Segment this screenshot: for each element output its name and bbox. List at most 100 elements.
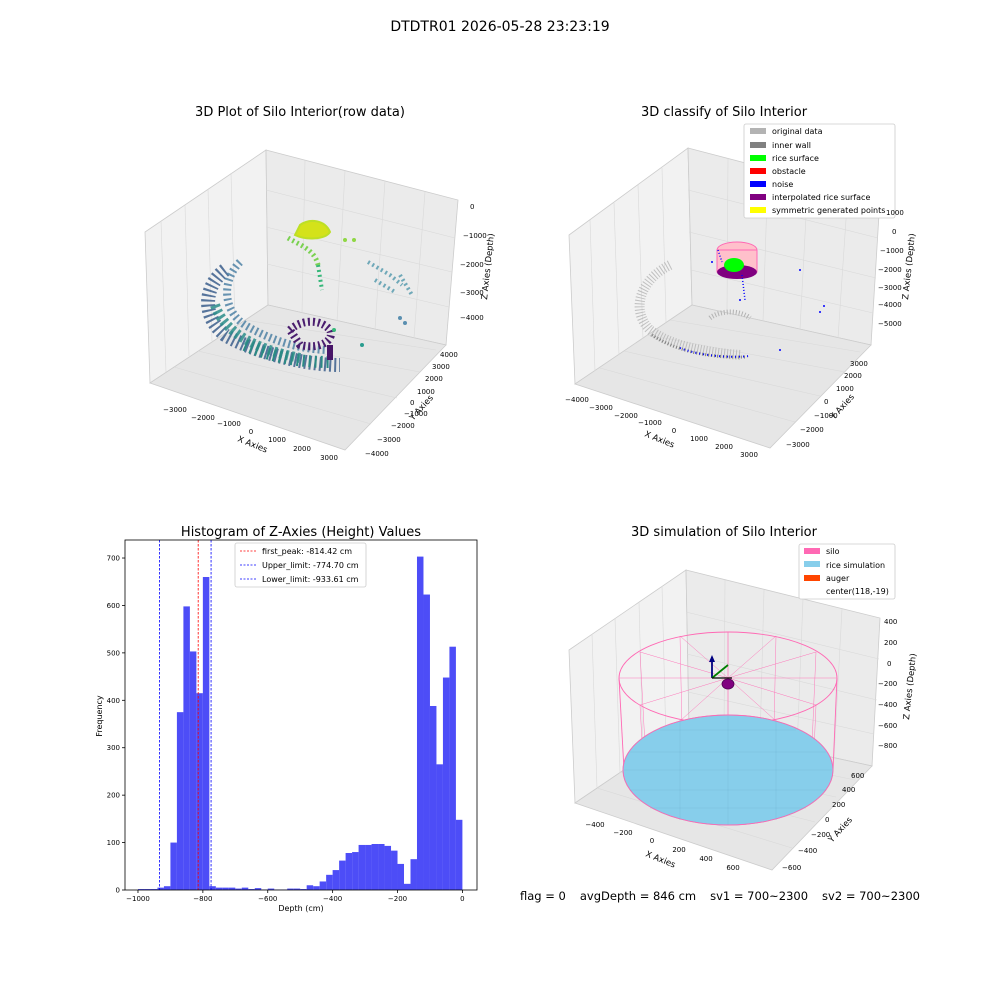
svg-text:−1000: −1000 (463, 232, 487, 240)
histogram-x-tick-label-2: −600 (258, 895, 277, 903)
legend-obstacle: obstacle (772, 167, 806, 176)
plot-3d-raw-zlabel: Z Axies (Depth) (480, 233, 497, 300)
histogram-y-tick-label-3: 300 (107, 744, 120, 752)
svg-text:0: 0 (824, 398, 828, 406)
svg-text:−600: −600 (878, 722, 897, 730)
svg-text:3000: 3000 (432, 363, 450, 371)
histogram-vlines (159, 540, 212, 890)
histogram-y-tick-label-4: 400 (107, 697, 120, 705)
plot-3d-simulation: 3D simulation of Silo Interior (568, 525, 919, 872)
svg-text:200: 200 (832, 801, 845, 809)
plot-3d-simulation-ylabel: Y Axies (826, 815, 855, 846)
legend-upper-limit: Upper_limit: -774.70 cm (262, 561, 359, 570)
svg-text:−200: −200 (613, 829, 632, 837)
svg-text:−400: −400 (798, 847, 817, 855)
histogram-bar-37 (378, 843, 385, 890)
svg-text:−800: −800 (878, 742, 897, 750)
histogram-bar-8 (189, 651, 197, 890)
figure-title: DTDTR01 2026-05-28 23:23:19 (390, 19, 609, 35)
svg-text:1000: 1000 (836, 385, 854, 393)
plot-3d-raw-ylabel: Y Axies (407, 393, 436, 424)
plot-3d-simulation-legend: silo rice simulation auger center(118,-1… (798, 543, 896, 600)
svg-text:0: 0 (470, 203, 474, 211)
histogram-bar-14 (228, 887, 236, 890)
svg-text:−3000: −3000 (878, 284, 902, 292)
plot-3d-classify-title: 3D classify of Silo Interior (641, 105, 808, 120)
histogram-bar-34 (358, 844, 366, 890)
histogram-bar-33 (352, 852, 359, 890)
svg-text:−200: −200 (811, 831, 830, 839)
histogram-bars (137, 556, 463, 890)
histogram-bar-46 (436, 764, 443, 890)
histogram-bar-29 (326, 874, 333, 890)
svg-text:−2000: −2000 (614, 412, 638, 420)
histogram-bar-38 (384, 845, 392, 890)
histogram-bar-0 (137, 889, 145, 890)
svg-text:−600: −600 (782, 864, 801, 872)
plot-3d-raw: 3D Plot of Silo Interior(row data) (144, 105, 497, 462)
plot-3d-raw-points (201, 219, 414, 372)
svg-text:1000: 1000 (268, 436, 286, 444)
svg-text:−4000: −4000 (878, 301, 902, 309)
histogram-bar-47 (442, 677, 450, 890)
svg-text:0: 0 (887, 660, 891, 668)
legend-lower-limit: Lower_limit: -933.61 cm (262, 575, 359, 584)
histogram-bar-35 (365, 844, 372, 890)
svg-text:0: 0 (650, 837, 654, 845)
svg-text:−400: −400 (878, 701, 897, 709)
histogram-bar-44 (423, 594, 430, 890)
legend-original-data: original data (772, 127, 823, 136)
histogram-ylabel: Frequency (95, 695, 104, 737)
histogram-y-tick-label-5: 500 (107, 649, 120, 657)
histogram-bar-4 (163, 886, 171, 890)
svg-text:200: 200 (672, 846, 685, 854)
histogram-y-tick-label-1: 100 (107, 839, 120, 847)
svg-text:−1000: −1000 (814, 412, 838, 420)
histogram-bar-27 (313, 886, 320, 890)
histogram-bar-39 (391, 850, 398, 890)
histogram-bar-9 (196, 693, 203, 890)
svg-text:−5000: −5000 (878, 320, 902, 328)
histogram-legend: first_peak: -814.42 cm Upper_limit: -774… (234, 542, 367, 588)
svg-text:−2000: −2000 (191, 414, 215, 422)
histogram-bar-28 (319, 881, 327, 890)
histogram-title: Histogram of Z-Axies (Height) Values (181, 525, 421, 540)
svg-text:−3000: −3000 (460, 289, 484, 297)
legend-interpolated-rice-surface: interpolated rice surface (772, 193, 870, 202)
svg-text:−400: −400 (585, 821, 604, 829)
svg-text:−3000: −3000 (163, 406, 187, 414)
histogram-bar-42 (410, 859, 417, 890)
histogram-bar-23 (287, 888, 294, 890)
svg-text:−1000: −1000 (404, 410, 428, 418)
histogram-x-tick-label-3: −400 (323, 895, 342, 903)
svg-text:3000: 3000 (740, 451, 758, 459)
histogram-bar-25 (300, 889, 307, 890)
sv1-text: sv1 = 700~2300 (710, 889, 809, 903)
histogram-bar-3 (157, 887, 164, 890)
histogram-bar-36 (371, 843, 379, 890)
histogram-x-tick-label-5: 0 (460, 895, 464, 903)
histogram-y-tick-label-6: 600 (107, 602, 120, 610)
histogram-bar-41 (404, 883, 411, 890)
histogram-bar-18 (254, 888, 262, 890)
histogram-bar-20 (267, 888, 275, 890)
histogram-frame (124, 539, 478, 891)
histogram: Histogram of Z-Axies (Height) Values −10… (95, 525, 478, 913)
avg-depth-text: avgDepth = 846 cm (579, 889, 697, 903)
plot-3d-classify-points (634, 241, 825, 360)
plot-3d-classify: 3D classify of Silo Interior (565, 105, 918, 459)
histogram-bar-16 (241, 887, 249, 890)
histogram-x-tick-label-0: −1000 (126, 895, 150, 903)
plot-3d-raw-xlabel: X Axies (236, 435, 269, 456)
svg-text:−3000: −3000 (589, 404, 613, 412)
histogram-bar-40 (397, 863, 405, 890)
svg-text:0: 0 (410, 399, 414, 407)
histogram-bar-17 (248, 889, 255, 890)
plot-3d-classify-ylabel: Y Axies (828, 392, 857, 423)
legend-inner-wall: inner wall (772, 141, 811, 150)
svg-text:−3000: −3000 (786, 441, 810, 449)
svg-text:−2000: −2000 (460, 261, 484, 269)
histogram-bar-30 (332, 870, 340, 890)
